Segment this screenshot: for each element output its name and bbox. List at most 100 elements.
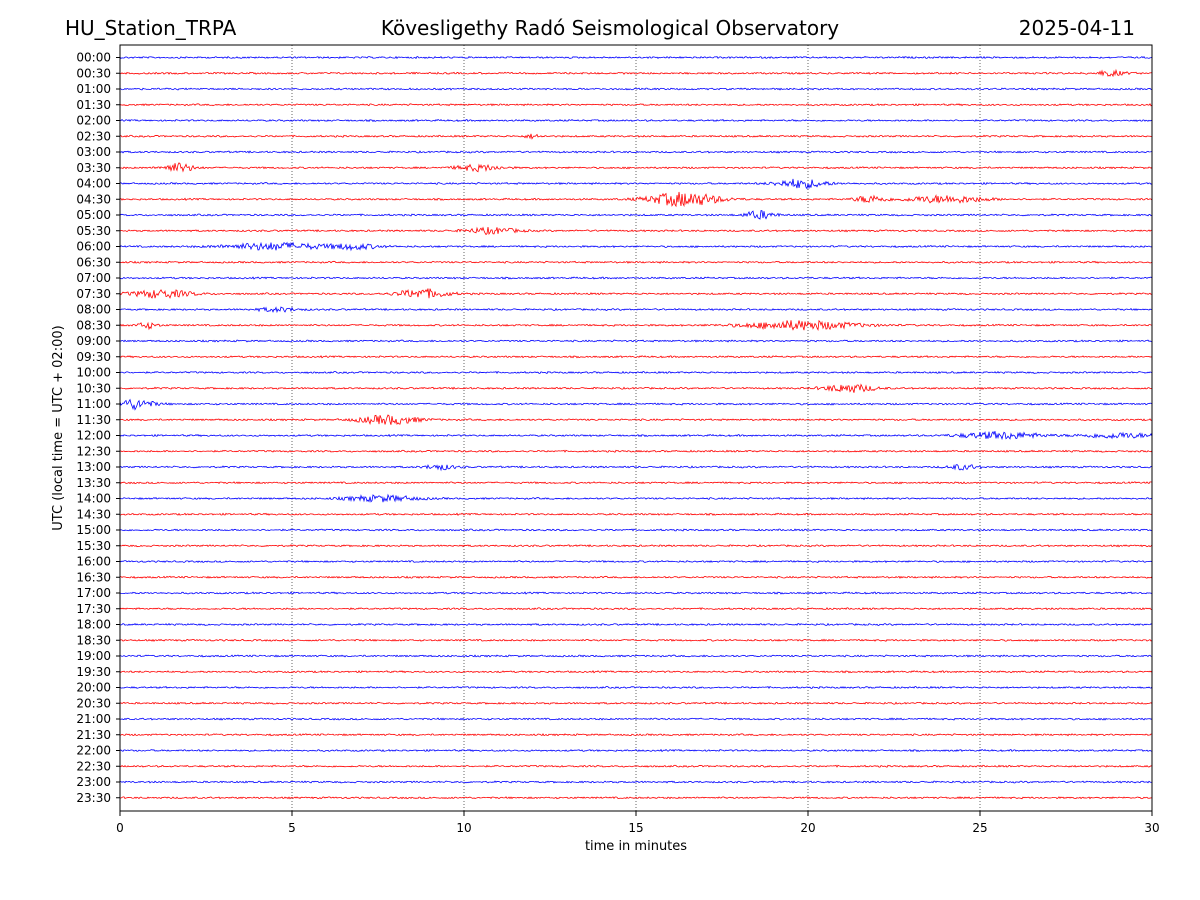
trace-12:00 <box>119 431 1153 441</box>
grid-lines <box>291 45 981 811</box>
y-tick-label-21:00: 21:00 <box>76 712 111 726</box>
trace-18:30 <box>119 638 1153 642</box>
trace-09:00 <box>119 339 1153 343</box>
x-tick-label-25: 25 <box>972 821 987 835</box>
trace-15:00 <box>119 528 1153 532</box>
trace-01:30 <box>119 103 1153 107</box>
trace-22:30 <box>119 764 1153 768</box>
trace-12:30 <box>119 449 1153 453</box>
trace-03:30 <box>119 162 1153 173</box>
y-tick-label-15:30: 15:30 <box>76 539 111 553</box>
y-tick-label-16:00: 16:00 <box>76 555 111 569</box>
y-tick-label-05:00: 05:00 <box>76 208 111 222</box>
y-tick-label-00:00: 00:00 <box>76 51 111 65</box>
y-tick-label-06:30: 06:30 <box>76 255 111 269</box>
station-name: HU_Station_TRPA <box>65 16 237 40</box>
trace-06:00 <box>119 241 1153 252</box>
trace-14:30 <box>119 512 1153 516</box>
trace-05:00 <box>119 210 1153 220</box>
y-tick-label-15:00: 15:00 <box>76 523 111 537</box>
y-tick-label-20:30: 20:30 <box>76 696 111 710</box>
trace-04:30 <box>119 191 1153 208</box>
trace-02:30 <box>119 133 1153 140</box>
trace-00:30 <box>119 68 1153 78</box>
trace-06:30 <box>119 260 1153 264</box>
trace-11:00 <box>119 398 1153 411</box>
y-tick-label-13:00: 13:00 <box>76 460 111 474</box>
trace-21:30 <box>119 733 1153 737</box>
trace-01:00 <box>119 87 1153 91</box>
y-tick-label-23:00: 23:00 <box>76 775 111 789</box>
trace-00:00 <box>119 55 1153 60</box>
y-tick-label-09:00: 09:00 <box>76 334 111 348</box>
y-tick-label-19:30: 19:30 <box>76 665 111 679</box>
y-tick-label-22:30: 22:30 <box>76 759 111 773</box>
y-tick-label-12:00: 12:00 <box>76 429 111 443</box>
trace-13:00 <box>119 464 1153 472</box>
y-tick-label-02:30: 02:30 <box>76 129 111 143</box>
trace-10:30 <box>119 383 1153 393</box>
y-tick-label-01:30: 01:30 <box>76 98 111 112</box>
y-tick-label-08:30: 08:30 <box>76 318 111 332</box>
y-tick-label-14:30: 14:30 <box>76 507 111 521</box>
x-axis-label: time in minutes <box>585 839 687 854</box>
trace-23:30 <box>119 796 1153 800</box>
y-tick-label-04:00: 04:00 <box>76 177 111 191</box>
trace-20:00 <box>119 685 1153 690</box>
trace-13:30 <box>119 481 1153 485</box>
y-tick-label-03:30: 03:30 <box>76 161 111 175</box>
y-tick-label-04:30: 04:30 <box>76 192 111 206</box>
x-tick-label-0: 0 <box>116 821 124 835</box>
y-tick-label-17:00: 17:00 <box>76 586 111 600</box>
y-tick-label-16:30: 16:30 <box>76 570 111 584</box>
y-tick-label-02:00: 02:00 <box>76 114 111 128</box>
y-axis-label: UTC (local time = UTC + 02:00) <box>51 325 66 530</box>
trace-17:30 <box>119 607 1153 611</box>
trace-03:00 <box>119 150 1153 154</box>
y-tick-label-00:30: 00:30 <box>76 66 111 80</box>
trace-group <box>119 55 1153 800</box>
y-tick-label-10:30: 10:30 <box>76 381 111 395</box>
observatory-title: Kövesligethy Radó Seismological Observat… <box>381 16 839 40</box>
y-tick-label-11:30: 11:30 <box>76 413 111 427</box>
trace-14:00 <box>119 493 1153 503</box>
trace-23:00 <box>119 780 1153 784</box>
y-tick-label-08:00: 08:00 <box>76 303 111 317</box>
y-tick-label-07:00: 07:00 <box>76 271 111 285</box>
x-tick-label-20: 20 <box>800 821 815 835</box>
y-tick-label-09:30: 09:30 <box>76 350 111 364</box>
x-tick-labels: 0 5 10 15 20 25 30 <box>116 811 1160 835</box>
trace-08:30 <box>119 319 1153 331</box>
y-tick-label-18:00: 18:00 <box>76 618 111 632</box>
trace-20:30 <box>119 701 1153 705</box>
y-tick-label-21:30: 21:30 <box>76 728 111 742</box>
x-tick-label-10: 10 <box>456 821 471 835</box>
trace-15:30 <box>119 544 1153 548</box>
trace-04:00 <box>119 178 1153 190</box>
trace-10:00 <box>119 370 1153 375</box>
y-tick-label-23:30: 23:30 <box>76 791 111 805</box>
plot-frame <box>119 44 1153 812</box>
x-tick-label-15: 15 <box>628 821 643 835</box>
y-tick-label-19:00: 19:00 <box>76 649 111 663</box>
trace-19:00 <box>119 654 1153 658</box>
x-tick-label-5: 5 <box>288 821 296 835</box>
y-tick-label-18:30: 18:30 <box>76 633 111 647</box>
y-tick-label-13:30: 13:30 <box>76 476 111 490</box>
trace-19:30 <box>119 670 1153 674</box>
y-tick-label-07:30: 07:30 <box>76 287 111 301</box>
y-tick-label-20:00: 20:00 <box>76 681 111 695</box>
trace-16:30 <box>119 575 1153 579</box>
trace-16:00 <box>119 559 1153 564</box>
trace-08:00 <box>119 306 1153 314</box>
y-tick-label-14:00: 14:00 <box>76 492 111 506</box>
y-tick-label-06:00: 06:00 <box>76 240 111 254</box>
y-tick-label-17:30: 17:30 <box>76 602 111 616</box>
trace-07:30 <box>119 288 1153 299</box>
trace-09:30 <box>119 355 1153 359</box>
trace-22:00 <box>119 748 1153 753</box>
trace-21:00 <box>119 717 1153 721</box>
